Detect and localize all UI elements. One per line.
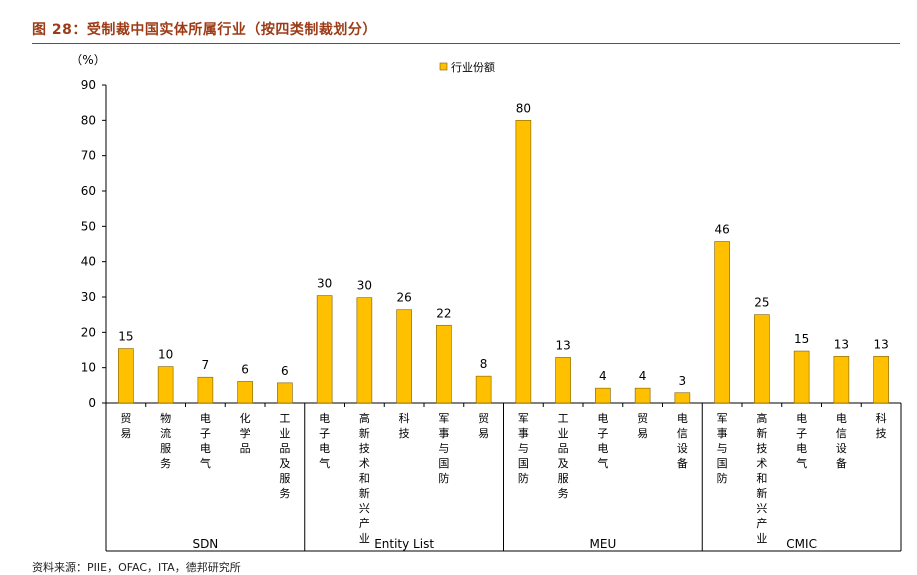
figure-title: 图 28：受制裁中国实体所属行业（按四类制裁划分） [32,22,377,38]
y-tick-label: 40 [81,255,96,269]
y-tick-label: 30 [81,290,96,304]
legend-swatch [439,62,448,71]
bar-value-label: 8 [480,357,488,371]
bar [197,376,214,404]
y-tick-label: 20 [81,325,96,339]
category-label: 科技 [399,411,410,440]
category-label: 物流服务 [160,411,171,470]
category-label: 贸易 [478,412,489,440]
bar-value-label: 13 [555,338,570,352]
bar [714,241,730,404]
bar [356,297,373,404]
bar [595,387,611,404]
y-tick-label: 0 [88,396,96,410]
bar-value-label: 80 [516,101,531,115]
bar [754,314,770,404]
bar [277,382,293,404]
y-tick-label: 50 [81,219,96,233]
category-label: 科技 [876,411,887,440]
bar-value-label: 4 [639,369,647,383]
bar [634,387,651,404]
category-label: 电子电气 [319,412,330,470]
bar-value-label: 46 [714,223,729,237]
bar [436,324,452,404]
category-label: 军事与国防 [518,412,529,485]
category-label: 工业品及服务 [558,412,569,500]
bar [316,295,333,404]
bar-value-label: 25 [754,296,769,310]
category-label: 贸易 [120,412,131,440]
y-tick-label: 60 [81,184,96,198]
bar-value-label: 6 [281,364,289,378]
bar-value-label: 15 [794,332,809,346]
category-label: 电子电气 [796,412,807,470]
bar-value-label: 13 [834,337,849,351]
legend-label: 行业份额 [451,61,495,74]
y-axis-unit: （%） [70,53,105,67]
group-label: Entity List [374,537,434,551]
category-label: 电信设备 [836,412,847,470]
bar-value-label: 3 [679,374,687,388]
group-label: CMIC [786,537,817,551]
bar-value-label: 30 [357,279,372,293]
category-label: 电信设备 [677,412,688,470]
bar [515,120,532,404]
category-label: 军事与国防 [438,412,449,485]
bar-value-label: 22 [436,306,451,320]
y-tick-label: 10 [81,361,96,375]
category-label: 高新技术和新兴产业 [359,411,370,545]
bar-value-label: 13 [873,337,888,351]
category-label: 电子电气 [200,412,211,470]
group-label: MEU [590,537,617,551]
bar [674,392,691,404]
group-label: SDN [192,537,218,551]
bar-value-label: 15 [118,330,133,344]
source-note: 资料来源：PIIE，OFAC，ITA，德邦研究所 [32,561,241,574]
category-label: 电子电气 [597,412,608,470]
bar [475,375,492,404]
bar [237,381,253,404]
bar-value-label: 7 [202,358,210,372]
bar [555,357,571,404]
bar [873,356,889,404]
bar [833,356,850,404]
bar-value-label: 30 [317,277,332,291]
bar [118,348,134,404]
title-divider [32,43,900,44]
bar-value-label: 10 [158,348,173,362]
category-label: 贸易 [637,412,648,440]
bar [396,309,412,404]
bar [793,350,810,404]
category-label: 高新技术和新兴产业 [756,411,767,545]
category-label: 军事与国防 [717,412,728,485]
y-tick-label: 80 [81,113,96,127]
bar-value-label: 4 [599,369,607,383]
y-tick-label: 70 [81,149,96,163]
bar-value-label: 26 [396,291,411,305]
y-tick-label: 90 [81,78,96,92]
category-label: 化学品 [240,411,251,455]
bar [157,366,174,404]
category-label: 工业品及服务 [279,412,290,500]
bar-value-label: 6 [241,362,249,376]
